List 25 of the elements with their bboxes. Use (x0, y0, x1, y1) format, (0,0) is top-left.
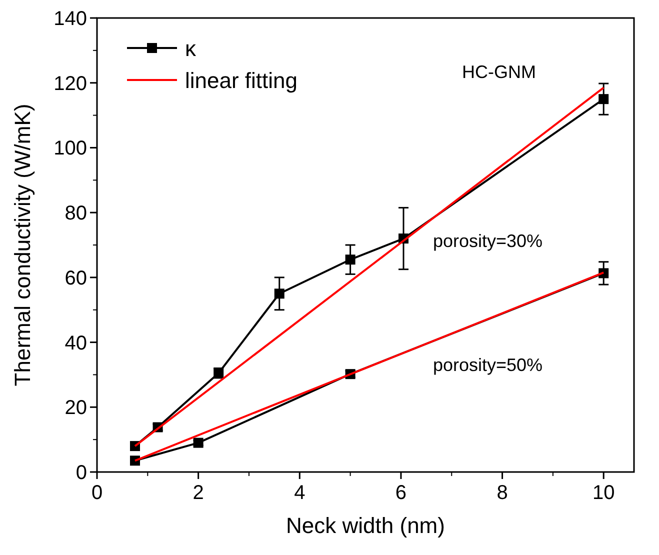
annotation: porosity=30% (433, 231, 543, 251)
x-axis-title: Neck width (nm) (286, 513, 445, 538)
y-tick-label: 100 (54, 138, 87, 160)
legend-label: κ (185, 36, 197, 61)
x-tick-label: 6 (395, 482, 407, 504)
y-tick-label: 80 (64, 202, 87, 225)
point (193, 438, 204, 448)
point (274, 288, 284, 299)
point (345, 254, 356, 265)
y-tick-label: 20 (64, 397, 87, 420)
x-tick-label: 2 (192, 482, 204, 504)
point (598, 94, 609, 104)
y-tick-label: 140 (54, 8, 87, 30)
x-tick-label: 4 (294, 482, 306, 504)
y-tick-label: 0 (76, 462, 87, 484)
legend-label: linear fitting (185, 68, 298, 93)
y-tick-label: 120 (54, 72, 87, 95)
x-tick-label: 10 (592, 482, 615, 504)
x-tick-label: 8 (496, 482, 508, 504)
y-tick-label: 40 (64, 332, 87, 354)
annotation: HC-GNM (462, 62, 536, 82)
y-tick-label: 60 (64, 267, 87, 290)
y-axis-title: Thermal conductivity (W/mK) (10, 104, 35, 386)
x-tick-label: 0 (91, 482, 103, 504)
annotation: porosity=50% (433, 355, 543, 375)
